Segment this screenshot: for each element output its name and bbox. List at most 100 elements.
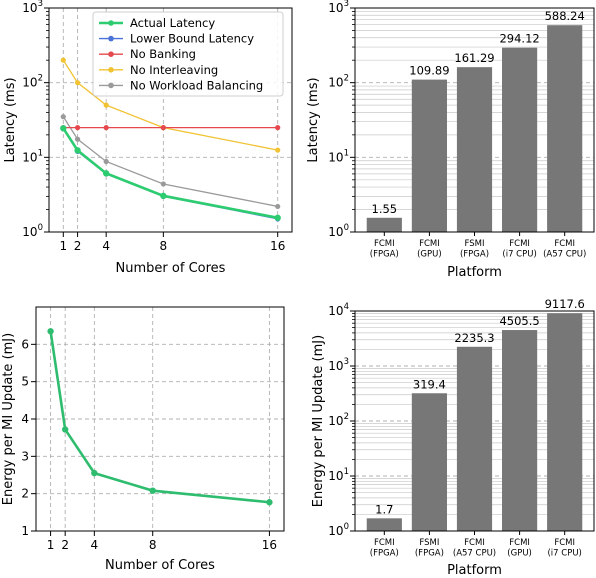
series-point-4 bbox=[160, 181, 166, 187]
x-category-label: (FPGA) bbox=[370, 549, 399, 559]
series-point-0 bbox=[61, 426, 69, 433]
legend-swatch-marker bbox=[108, 20, 114, 26]
series-point-3 bbox=[60, 57, 66, 63]
bar bbox=[547, 313, 583, 531]
y-tick-base: 10 bbox=[328, 76, 343, 90]
series-point-3 bbox=[103, 102, 109, 108]
latency-by-platform-chart: 1001011021031.55FCMI(FPGA)109.89FCMI(GPU… bbox=[306, 0, 595, 280]
x-category-label: (GPU) bbox=[417, 250, 442, 260]
series-point-4 bbox=[74, 136, 81, 142]
legend-label: No Banking bbox=[130, 47, 196, 61]
y-tick-label: 102 bbox=[328, 74, 349, 90]
y-tick-label: 1 bbox=[21, 524, 29, 538]
y-tick-exponent: 1 bbox=[344, 467, 349, 477]
y-tick-base: 10 bbox=[328, 414, 343, 428]
series-point-0 bbox=[91, 469, 98, 477]
legend-swatch-marker bbox=[108, 51, 114, 57]
series-line-4 bbox=[62, 116, 278, 208]
x-category-label: FSMI bbox=[465, 239, 485, 249]
series-point-0 bbox=[60, 125, 67, 132]
y-tick-label: 5 bbox=[21, 375, 29, 389]
bar-value-label: 161.29 bbox=[454, 51, 494, 65]
legend-label: Actual Latency bbox=[130, 16, 215, 30]
x-tick-label: 16 bbox=[262, 538, 277, 552]
y-tick-label: 102 bbox=[328, 412, 349, 428]
y-tick-exponent: 2 bbox=[344, 412, 349, 422]
series-point-3 bbox=[275, 147, 281, 153]
y-tick-label: 4 bbox=[21, 412, 29, 426]
x-tick-label: 2 bbox=[61, 538, 69, 552]
y-tick-label: 103 bbox=[328, 357, 349, 373]
y-tick-exponent: 0 bbox=[38, 223, 43, 233]
x-category-label: (FPGA) bbox=[370, 250, 399, 260]
bar-value-label: 9117.6 bbox=[545, 297, 585, 311]
series-point-0 bbox=[160, 192, 167, 200]
y-tick-base: 10 bbox=[22, 150, 37, 164]
y-tick-base: 10 bbox=[22, 1, 37, 15]
x-tick-label: 4 bbox=[102, 239, 110, 253]
series-point-0 bbox=[274, 214, 281, 221]
series-point-2 bbox=[103, 125, 109, 131]
y-tick-exponent: 2 bbox=[38, 74, 43, 84]
bar-value-label: 2235.3 bbox=[454, 331, 494, 345]
y-tick-exponent: 1 bbox=[38, 148, 43, 158]
bar-value-label: 4505.5 bbox=[499, 314, 539, 328]
x-category-label: FSMI bbox=[419, 538, 439, 548]
x-category-label: FCMI bbox=[554, 538, 575, 548]
series-line-0 bbox=[49, 331, 270, 504]
bar bbox=[411, 393, 447, 531]
x-category-label: FCMI bbox=[374, 239, 395, 249]
y-tick-base: 10 bbox=[328, 469, 343, 483]
x-category-label: FCMI bbox=[509, 538, 530, 548]
y-tick-label: 101 bbox=[328, 148, 349, 164]
y-tick-exponent: 3 bbox=[38, 0, 43, 9]
x-tick-label: 2 bbox=[74, 239, 82, 253]
x-category-label: (i7 CPU) bbox=[502, 250, 536, 260]
y-tick-label: 100 bbox=[22, 223, 43, 239]
legend-label: Lower Bound Latency bbox=[130, 32, 254, 46]
y-tick-base: 10 bbox=[22, 76, 37, 90]
bar-value-label: 294.12 bbox=[499, 32, 539, 46]
legend-swatch-marker bbox=[108, 35, 114, 42]
x-axis-label: Platform bbox=[447, 265, 502, 280]
x-tick-label: 8 bbox=[160, 239, 168, 253]
x-category-label: (FPGA) bbox=[460, 250, 489, 260]
y-axis-label: Latency (ms) bbox=[306, 77, 321, 162]
x-tick-label: 16 bbox=[270, 239, 285, 253]
series-point-0 bbox=[47, 328, 54, 335]
y-tick-exponent: 3 bbox=[344, 0, 349, 9]
x-axis-label: Platform bbox=[447, 563, 502, 578]
bar bbox=[456, 67, 493, 232]
plot-frame bbox=[354, 7, 595, 233]
plot-frame bbox=[35, 306, 285, 532]
y-tick-base: 10 bbox=[22, 225, 37, 239]
series-point-4 bbox=[60, 114, 66, 120]
y-tick-label: 104 bbox=[328, 302, 349, 318]
legend-swatch-marker bbox=[108, 67, 114, 73]
x-category-label: FCMI bbox=[509, 239, 530, 249]
x-tick-label: 8 bbox=[149, 538, 157, 552]
plot-frame bbox=[354, 310, 595, 532]
series-point-4 bbox=[103, 158, 109, 165]
series-point-2 bbox=[275, 125, 281, 131]
y-tick-exponent: 4 bbox=[344, 302, 349, 312]
x-category-label: FCMI bbox=[464, 538, 485, 548]
y-tick-label: 103 bbox=[22, 0, 43, 15]
bar bbox=[366, 217, 402, 232]
x-tick-label: 1 bbox=[59, 239, 67, 253]
bar bbox=[502, 47, 538, 232]
y-tick-base: 10 bbox=[328, 359, 343, 373]
bar bbox=[411, 79, 447, 232]
x-category-label: (A57 CPU) bbox=[453, 549, 496, 559]
y-tick-label: 100 bbox=[328, 223, 349, 239]
series-point-0 bbox=[102, 170, 110, 177]
y-tick-exponent: 2 bbox=[344, 74, 349, 84]
bar bbox=[366, 518, 402, 531]
x-category-label: (i7 CPU) bbox=[547, 549, 581, 559]
bar-value-label: 588.24 bbox=[545, 9, 585, 23]
x-category-label: (FPGA) bbox=[415, 549, 444, 559]
y-tick-label: 3 bbox=[21, 449, 29, 463]
